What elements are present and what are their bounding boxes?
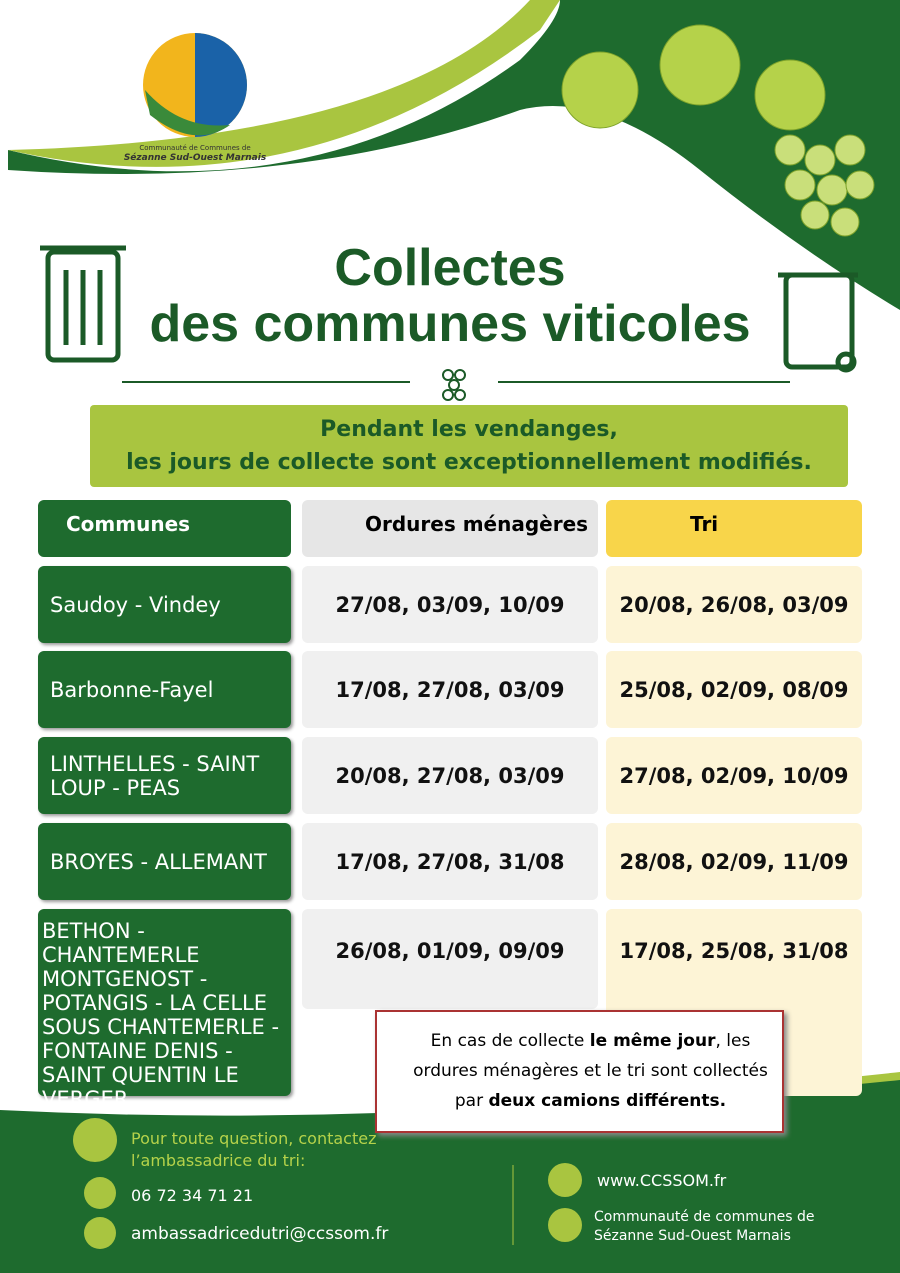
text: En cas de collecte xyxy=(430,1031,590,1051)
facebook: Communauté de communes de Sézanne Sud-Ou… xyxy=(594,1209,815,1244)
logo-line: Sézanne Sud-Ouest Marnais xyxy=(123,153,267,163)
phone: 06 72 34 71 21 xyxy=(131,1186,254,1205)
website: www.CCSSOM.fr xyxy=(597,1171,727,1190)
logo-text: Communauté de Communes de Sézanne Sud-Oue… xyxy=(110,143,280,163)
question: Pour toute question, contactez l’ambassa… xyxy=(131,1129,377,1170)
text: , les ordures ménagères et le tri sont c… xyxy=(413,1031,768,1111)
dates-cell: 17/08, 27/08, 31/08 xyxy=(302,823,598,900)
dates-cell: 26/08, 01/09, 09/09 xyxy=(302,909,598,1009)
dates-cell: 20/08, 27/08, 03/09 xyxy=(302,737,598,814)
banner-line: les jours de collecte sont exceptionnell… xyxy=(126,450,812,475)
dates-cell: 25/08, 02/09, 08/09 xyxy=(606,651,862,728)
banner-line: Pendant les vendanges, xyxy=(320,417,618,442)
commune-cell: Saudoy - Vindey xyxy=(38,566,291,643)
banner: Pendant les vendanges, les jours de colle… xyxy=(90,405,848,487)
title: Collectes xyxy=(334,239,566,297)
header: Tri xyxy=(690,512,719,536)
logo-line: Communauté de Communes de xyxy=(139,144,251,152)
commune-cell: Barbonne-Fayel xyxy=(38,651,291,728)
title: des communes viticoles xyxy=(149,295,751,353)
dates-cell: 27/08, 02/09, 10/09 xyxy=(606,737,862,814)
dates-cell: 17/08, 27/08, 03/09 xyxy=(302,651,598,728)
email: ambassadricedutri@ccssom.fr xyxy=(131,1224,389,1244)
text: deux camions différents. xyxy=(488,1091,727,1111)
commune-cell: BETHON - CHANTEMERLE MONTGENOST - POTANG… xyxy=(38,909,291,1111)
dates-cell: 28/08, 02/09, 11/09 xyxy=(606,823,862,900)
notice: En cas de collecte le même jour, les ord… xyxy=(375,1010,784,1133)
commune-cell: LINTHELLES - SAINT LOUP - PEAS xyxy=(38,737,291,814)
dates-cell: 20/08, 26/08, 03/09 xyxy=(606,566,862,643)
commune-cell: BROYES - ALLEMANT xyxy=(38,823,291,900)
text: le même jour xyxy=(589,1031,716,1051)
header: Communes xyxy=(66,512,191,536)
header: Ordures ménagères xyxy=(365,512,589,536)
dates-cell: 27/08, 03/09, 10/09 xyxy=(302,566,598,643)
